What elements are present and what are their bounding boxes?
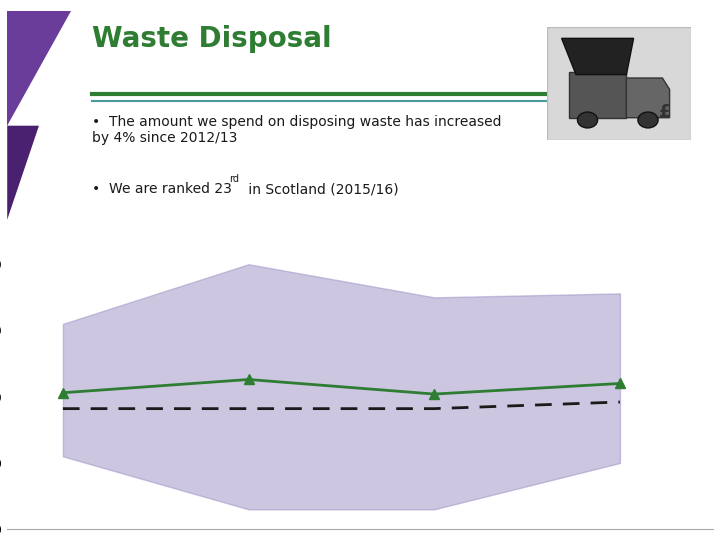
Polygon shape [562,38,634,75]
Text: in Scotland (2015/16): in Scotland (2015/16) [243,182,398,196]
Text: Waste Disposal: Waste Disposal [92,25,331,53]
Text: •  We are ranked 23: • We are ranked 23 [92,182,232,196]
Polygon shape [7,126,39,220]
Polygon shape [626,78,670,118]
Circle shape [638,112,658,128]
Polygon shape [7,11,71,126]
Circle shape [577,112,598,128]
Text: £: £ [659,103,672,121]
Polygon shape [569,72,626,118]
Text: •  The amount we spend on disposing waste has increased
by 4% since 2012/13: • The amount we spend on disposing waste… [92,115,501,145]
FancyBboxPatch shape [547,27,691,140]
Text: rd: rd [230,174,240,184]
